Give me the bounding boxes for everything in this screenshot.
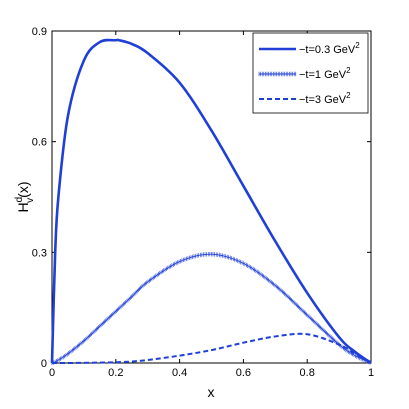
legend-entry-1: −t=0.3 GeV2 bbox=[299, 41, 360, 56]
series-markers-2 bbox=[51, 251, 371, 366]
y-tick-label-2: 0.6 bbox=[32, 137, 47, 149]
y-axis-label-sup: d bbox=[14, 197, 25, 203]
legend-entry-2: −t=1 GeV2 bbox=[299, 66, 351, 81]
y-tick-label-1: 0.3 bbox=[32, 247, 47, 259]
y-tick-label-0: 0 bbox=[41, 358, 47, 370]
x-axis-label: x bbox=[208, 384, 215, 400]
y-axis-label-main: H bbox=[15, 202, 31, 212]
y-axis-label-arg: (x) bbox=[15, 181, 31, 197]
x-tick-label-4: 0.8 bbox=[300, 367, 315, 379]
legend-markers-2 bbox=[258, 71, 297, 77]
y-axis-label-sub: v bbox=[25, 198, 36, 203]
x-tick-label-0: 0 bbox=[49, 367, 55, 379]
legend-entry-1-sup: 2 bbox=[355, 41, 360, 50]
series-group bbox=[50, 38, 372, 366]
x-tick-label-3: 0.6 bbox=[236, 367, 251, 379]
series-line-3 bbox=[51, 332, 372, 365]
legend-entry-1-text: −t=0.3 GeV bbox=[299, 44, 356, 56]
x-tick-label-5: 1 bbox=[368, 367, 374, 379]
legend-entry-2-text: −t=1 GeV bbox=[299, 69, 347, 81]
legend-entry-3-sup: 2 bbox=[346, 91, 351, 100]
legend-box bbox=[252, 32, 369, 114]
y-axis-label: Hdv(x) bbox=[14, 181, 36, 212]
legend-entry-3-text: −t=3 GeV bbox=[299, 94, 347, 106]
y-tick-label-3: 0.9 bbox=[32, 26, 47, 38]
legend: −t=0.3 GeV2 −t=1 GeV2 −t=3 GeV2 bbox=[252, 32, 369, 114]
axis-ticks: 0 0.2 0.4 0.6 0.8 1 0 0.3 0.6 0.9 bbox=[32, 26, 374, 379]
legend-entry-2-sup: 2 bbox=[346, 66, 351, 75]
legend-entry-3: −t=3 GeV2 bbox=[299, 91, 351, 106]
x-tick-label-2: 0.4 bbox=[172, 367, 187, 379]
series-line-1 bbox=[50, 38, 372, 365]
x-tick-label-1: 0.2 bbox=[108, 367, 123, 379]
